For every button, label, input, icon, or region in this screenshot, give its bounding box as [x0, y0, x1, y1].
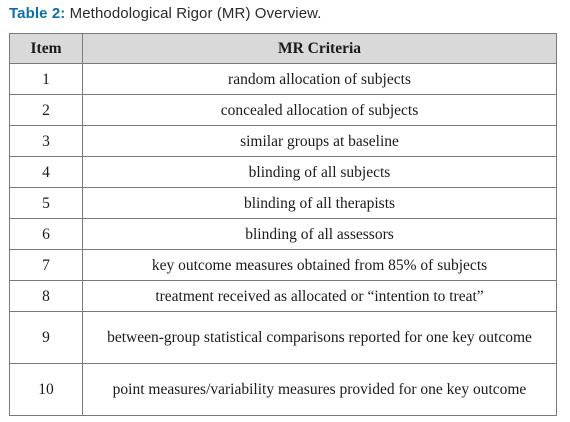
criteria-cell: blinding of all subjects — [82, 156, 557, 188]
criteria-cell: between-group statistical comparisons re… — [82, 311, 557, 364]
column-header-mr-criteria: MR Criteria — [82, 33, 557, 64]
table-row: 1 random allocation of subjects — [9, 63, 557, 95]
criteria-cell: similar groups at baseline — [82, 125, 557, 157]
item-number-cell: 4 — [9, 156, 83, 188]
item-number-cell: 2 — [9, 94, 83, 126]
table-row: 9 between-group statistical comparisons … — [9, 311, 557, 364]
criteria-cell: point measures/variability measures prov… — [82, 363, 557, 416]
table-row: 10 point measures/variability measures p… — [9, 363, 557, 416]
item-number-cell: 9 — [9, 311, 83, 364]
table-header-row: Item MR Criteria — [9, 33, 557, 64]
table-caption-text: Methodological Rigor (MR) Overview. — [65, 5, 322, 22]
criteria-cell: key outcome measures obtained from 85% o… — [82, 249, 557, 281]
item-number-cell: 3 — [9, 125, 83, 157]
table-caption-label: Table 2: — [9, 5, 66, 22]
criteria-cell: treatment received as allocated or “inte… — [82, 280, 557, 312]
criteria-cell: blinding of all therapists — [82, 187, 557, 219]
table-caption: Table 2: Methodological Rigor (MR) Overv… — [9, 5, 322, 22]
table-row: 4 blinding of all subjects — [9, 156, 557, 188]
table-row: 8 treatment received as allocated or “in… — [9, 280, 557, 312]
table-row: 7 key outcome measures obtained from 85%… — [9, 249, 557, 281]
item-number-cell: 5 — [9, 187, 83, 219]
table-row: 6 blinding of all assessors — [9, 218, 557, 250]
table-row: 5 blinding of all therapists — [9, 187, 557, 219]
item-number-cell: 6 — [9, 218, 83, 250]
table-row: 3 similar groups at baseline — [9, 125, 557, 157]
table-row: 2 concealed allocation of subjects — [9, 94, 557, 126]
item-number-cell: 8 — [9, 280, 83, 312]
column-header-item: Item — [9, 33, 83, 64]
criteria-cell: concealed allocation of subjects — [82, 94, 557, 126]
criteria-cell: random allocation of subjects — [82, 63, 557, 95]
mr-criteria-table: Item MR Criteria 1 random allocation of … — [9, 33, 557, 416]
item-number-cell: 10 — [9, 363, 83, 416]
item-number-cell: 7 — [9, 249, 83, 281]
criteria-cell: blinding of all assessors — [82, 218, 557, 250]
item-number-cell: 1 — [9, 63, 83, 95]
